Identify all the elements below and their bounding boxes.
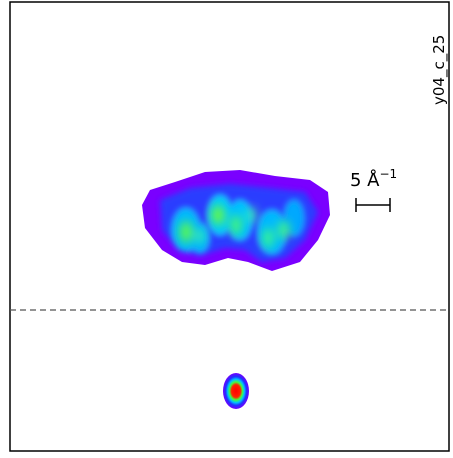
scale-bar: 5 Å−1 bbox=[350, 167, 397, 212]
scale-bar-exponent: −1 bbox=[380, 167, 398, 181]
peaks bbox=[180, 205, 289, 248]
scale-bar-label: 5 Å−1 bbox=[350, 167, 397, 191]
diffraction-pattern bbox=[142, 170, 330, 409]
panel-id-label: y04_c_25 bbox=[430, 35, 449, 105]
scale-bar-text: 5 Å bbox=[350, 169, 380, 191]
central-spot bbox=[223, 373, 249, 409]
